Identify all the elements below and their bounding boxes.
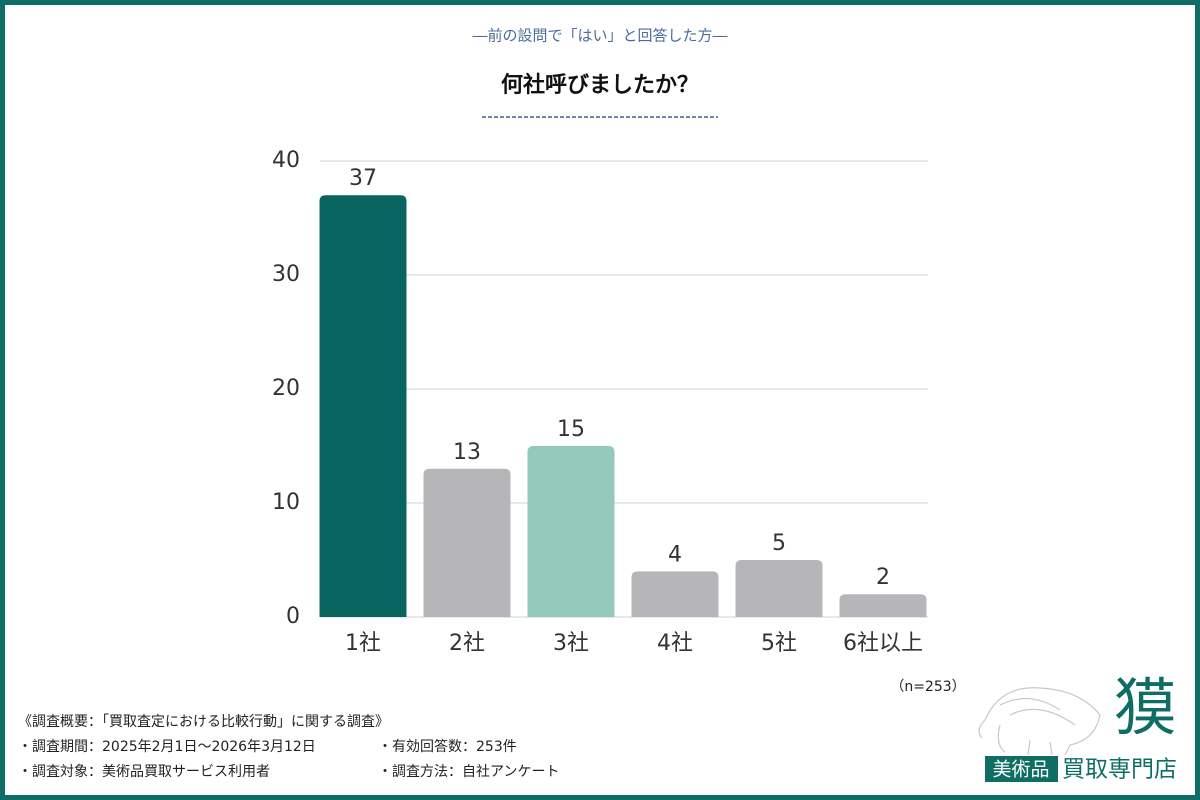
x-tick-label: 6社以上: [843, 631, 923, 656]
y-tick-label: 10: [272, 490, 300, 515]
logo-name: 買取専門店: [1062, 757, 1177, 783]
value-label: 4: [668, 542, 682, 567]
logo-art: [978, 687, 1101, 756]
bar: [735, 560, 823, 617]
y-tick-label: 30: [272, 262, 300, 287]
sample-note: （n=253）: [890, 679, 965, 695]
bar: [319, 195, 407, 617]
value-label: 2: [876, 565, 890, 590]
y-tick-label: 0: [286, 604, 300, 629]
logo-mark: 獏: [1114, 671, 1176, 744]
bar: [423, 468, 511, 617]
value-label: 15: [557, 417, 585, 442]
x-tick-label: 1社: [345, 631, 381, 656]
bar: [839, 594, 927, 617]
value-label: 37: [349, 166, 377, 191]
footer-period: ・調査期間：2025年2月1日～2026年3月12日: [18, 739, 316, 755]
bar: [631, 571, 719, 617]
footer-method: ・調査方法：自社アンケート: [378, 764, 559, 780]
chart-title: 何社呼びましたか？: [501, 72, 699, 98]
y-tick-label: 40: [272, 148, 300, 173]
logo-badge: 美術品: [992, 759, 1049, 781]
x-tick-label: 4社: [657, 631, 693, 656]
bar: [527, 446, 615, 617]
footer-heading: 《調査概要：「買取査定における比較行動」に関する調査》: [18, 714, 389, 730]
chart-subtitle: ―前の設問で「はい」と回答した方―: [472, 27, 727, 45]
value-label: 13: [453, 440, 481, 465]
x-tick-label: 5社: [761, 631, 797, 656]
value-label: 5: [772, 531, 786, 556]
x-tick-label: 2社: [449, 631, 485, 656]
footer-responses: ・有効回答数：253件: [378, 738, 517, 755]
y-tick-label: 20: [272, 376, 300, 401]
logo-badge-bg: [985, 756, 1058, 782]
footer-target: ・調査対象：美術品買取サービス利用者: [18, 764, 270, 780]
x-tick-label: 3社: [553, 631, 589, 656]
